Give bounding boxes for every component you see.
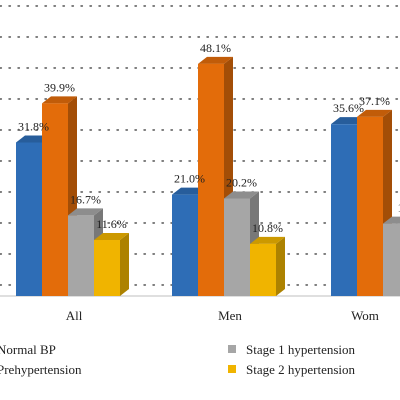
bar-top [383,216,400,224]
bar-top [94,233,129,241]
x-tick-all: All [66,308,83,323]
bar-front [383,223,400,296]
legend-swatch [228,345,236,353]
bar-front [198,63,224,297]
data-labels: 31.8% 39.9% 16.7% 11.6% 21.0% 48.1% 20.2% 10.8%… [18,41,400,235]
bar-top [42,96,77,104]
bar-stage-2-hypertension-all [94,233,129,296]
bar-front [16,142,42,296]
legend-item-prehypertension: Prehypertension [0,362,82,377]
data-label-normal-bp-all: 31.8% [18,120,49,134]
bar-top [68,208,103,216]
bar-front [42,103,68,297]
x-axis-ticks: All Men Wom [66,308,379,323]
data-label-stage-2-hypertension-all: 11.6% [96,217,127,231]
data-label-stage-1-hypertension-men: 20.2% [226,175,257,189]
data-label-stage-2-hypertension-men: 10.8% [252,221,283,235]
bar-top [198,56,233,64]
x-tick-men: Men [218,308,242,323]
data-label-prehypertension-all: 39.9% [44,80,75,94]
bar-front [172,194,198,296]
bar-top [224,191,259,199]
bar-side [120,233,129,296]
legend: Normal BP Prehypertension Stage 1 hyperten… [0,342,356,377]
data-label-normal-bp-wom: 35.6% [333,101,364,115]
legend-item-stage-2-hypertension: Stage 2 hypertension [228,362,356,377]
bar-series [16,56,400,297]
bar-front [224,198,250,296]
x-tick-wom: Wom [351,308,379,323]
legend-item-stage-1-hypertension: Stage 1 hypertension [228,342,356,357]
data-label-prehypertension-wom: 37.1% [359,94,390,108]
bar-stage-1-hypertension-wom [383,216,400,296]
legend-label: Prehypertension [0,362,82,377]
bar-front [357,116,383,297]
bar-front [94,240,120,296]
bar-front [68,215,94,296]
legend-item-normal-bp: Normal BP [0,342,56,357]
bar-front [250,243,276,296]
data-label-prehypertension-men: 48.1% [200,41,231,55]
legend-label: Stage 1 hypertension [246,342,356,357]
legend-label: Stage 2 hypertension [246,362,356,377]
bar-top [357,109,392,117]
bar-front [331,124,357,297]
data-label-stage-1-hypertension-all: 16.7% [70,192,101,206]
legend-label: Normal BP [0,342,56,357]
data-label-normal-bp-men: 21.0% [174,172,205,186]
legend-swatch [228,365,236,373]
bar-side [276,236,285,296]
bar-stage-2-hypertension-men [250,236,285,296]
data-label-stage-1-hypertension-wom: 1 [398,201,400,215]
bar-top [250,236,285,244]
